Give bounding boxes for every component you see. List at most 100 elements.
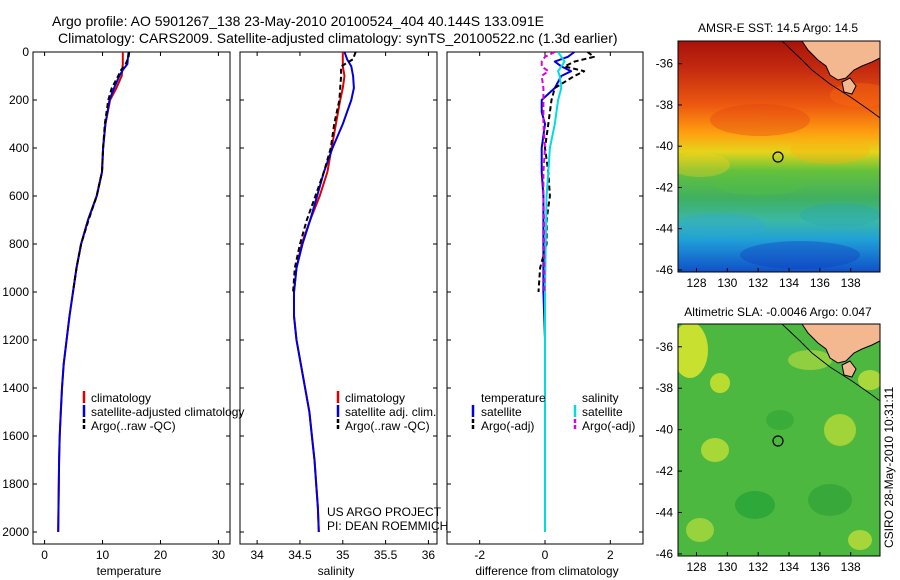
- sst-map: [678, 41, 880, 272]
- sla-argo-marker: [772, 435, 784, 447]
- series-line-argo-raw-qc-: [292, 52, 357, 293]
- map-x-tick-label: 138: [841, 560, 861, 574]
- sst-map-title: AMSR-E SST: 14.5 Argo: 14.5: [698, 21, 858, 35]
- depth-tick-label: 800: [9, 237, 29, 251]
- x-tick-label: 0: [542, 548, 549, 562]
- legend-satellite-label: satellite-adjusted climatology: [91, 405, 244, 419]
- series-line-satellite-adj-clim-: [293, 52, 355, 533]
- legend-salinity-title: salinity: [582, 391, 619, 405]
- x-tick-label: 35.5: [374, 548, 398, 562]
- depth-tick-label: 400: [9, 141, 29, 155]
- map-x-tick-label: 132: [748, 276, 768, 290]
- temperature-series: [57, 52, 131, 533]
- land-island: [841, 77, 857, 95]
- map-y-tick-label: -40: [656, 139, 674, 153]
- map-y-tick-label: -42: [656, 180, 674, 194]
- sla-map-ticks: 128 130 132 134 136 138 -36 -38 -40 -42 -44 -46: [656, 340, 861, 574]
- shelf-contour: [781, 41, 880, 119]
- series-line-climatology: [293, 52, 346, 533]
- x-tick-label: 34: [250, 548, 264, 562]
- depth-axis-ticks: 0 200 400 600 800 1000 1200 1400 1600 1800 2000: [2, 45, 643, 539]
- x-tick-label: 0: [41, 548, 48, 562]
- depth-tick-label: 1800: [2, 477, 29, 491]
- sla-texture: [678, 324, 880, 550]
- x-tick-label: 35: [336, 548, 350, 562]
- series-line-temperature-argo-adj-: [537, 52, 595, 293]
- x-tick-label: 10: [96, 548, 110, 562]
- map-x-tick-label: 130: [717, 560, 737, 574]
- credit-text: CSIRO 28-May-2010 10:31:11: [882, 386, 896, 548]
- sla-map-frame: [677, 323, 881, 557]
- depth-tick-label: 0: [22, 45, 29, 59]
- sla-map-title: Altimetric SLA: -0.0046 Argo: 0.047: [684, 305, 872, 319]
- legend-argo-label: Argo(..raw -QC): [345, 419, 430, 433]
- map-x-tick-label: 134: [779, 560, 799, 574]
- map-y-tick-label: -36: [656, 57, 674, 71]
- legend-argo-label: Argo(..raw -QC): [91, 419, 176, 433]
- depth-tick-label: 1200: [2, 333, 29, 347]
- map-x-tick-label: 132: [748, 560, 768, 574]
- map-y-tick-label: -44: [656, 222, 674, 236]
- sst-map-frame: [677, 40, 881, 273]
- salinity-legend: climatology satellite adj. clim. Argo(..…: [327, 391, 448, 533]
- legend-sal-argo-label: Argo(-adj): [582, 419, 635, 433]
- sla-map: [678, 324, 880, 556]
- depth-tick-label: 1000: [2, 285, 29, 299]
- map-x-tick-label: 128: [686, 560, 706, 574]
- temperature-axis-ticks: 0 10 20 30: [41, 52, 225, 562]
- difference-legend: temperature satellite Argo(-adj) salinit…: [471, 391, 635, 433]
- map-y-tick-label: -44: [656, 506, 674, 520]
- legend-temp-satellite-label: satellite: [481, 405, 522, 419]
- difference-series: [537, 52, 595, 532]
- map-x-tick-label: 130: [717, 276, 737, 290]
- depth-tick-label: 1400: [2, 381, 29, 395]
- legend-satellite-label: satellite adj. clim.: [345, 405, 436, 419]
- land-australia: [801, 324, 880, 364]
- x-tick-label: -2: [474, 548, 485, 562]
- series-line-climatology: [57, 52, 124, 533]
- map-x-tick-label: 136: [810, 276, 830, 290]
- map-x-tick-label: 134: [779, 276, 799, 290]
- difference-xlabel: difference from climatology: [475, 564, 618, 578]
- depth-tick-label: 200: [9, 93, 29, 107]
- salinity-panel-frame: [239, 51, 438, 545]
- x-tick-label: 30: [212, 548, 226, 562]
- x-tick-label: 2: [607, 548, 614, 562]
- legend-sal-satellite-label: satellite: [582, 405, 623, 419]
- header-line2: Climatology: CARS2009. Satellite-adjuste…: [58, 30, 618, 46]
- depth-tick-label: 600: [9, 189, 29, 203]
- salinity-series: [292, 52, 357, 533]
- map-x-tick-label: 128: [686, 276, 706, 290]
- map-y-tick-label: -38: [656, 98, 674, 112]
- map-x-tick-label: 136: [810, 560, 830, 574]
- annotation-pi: PI: DEAN ROEMMICH: [327, 519, 448, 533]
- legend-temp-argo-label: Argo(-adj): [481, 419, 534, 433]
- temperature-xlabel: temperature: [97, 564, 162, 578]
- legend-climatology-label: climatology: [345, 391, 405, 405]
- header-line1: Argo profile: AO 5901267_138 23-May-2010…: [52, 13, 544, 29]
- series-line-satellite-adjusted-climatology: [57, 52, 130, 533]
- series-line-salinity-argo-adj-: [540, 52, 556, 292]
- depth-tick-label: 2000: [2, 525, 29, 539]
- annotation-project: US ARGO PROJECT: [327, 505, 442, 519]
- x-tick-label: 36: [422, 548, 436, 562]
- sst-map-ticks: 128 130 132 134 136 138 -36 -38 -40 -42 -44 -46: [656, 57, 861, 290]
- map-y-tick-label: -42: [656, 464, 674, 478]
- map-y-tick-label: -36: [656, 340, 674, 354]
- map-x-tick-label: 138: [841, 276, 861, 290]
- map-y-tick-label: -46: [656, 263, 674, 277]
- map-y-tick-label: -38: [656, 381, 674, 395]
- salinity-xlabel: salinity: [318, 564, 355, 578]
- salinity-axis-ticks: 34 34.5 35 35.5 36: [250, 52, 435, 562]
- x-tick-label: 34.5: [288, 548, 312, 562]
- x-tick-label: 20: [154, 548, 168, 562]
- series-line-temperature-satellite: [540, 52, 575, 532]
- map-y-tick-label: -40: [656, 423, 674, 437]
- temperature-legend: climatology satellite-adjusted climatolo…: [82, 391, 244, 433]
- legend-temperature-title: temperature: [481, 391, 546, 405]
- map-y-tick-label: -46: [656, 547, 674, 561]
- sst-texture: [678, 83, 880, 269]
- difference-axis-ticks: -2 0 2: [474, 52, 614, 562]
- land-australia: [801, 41, 880, 81]
